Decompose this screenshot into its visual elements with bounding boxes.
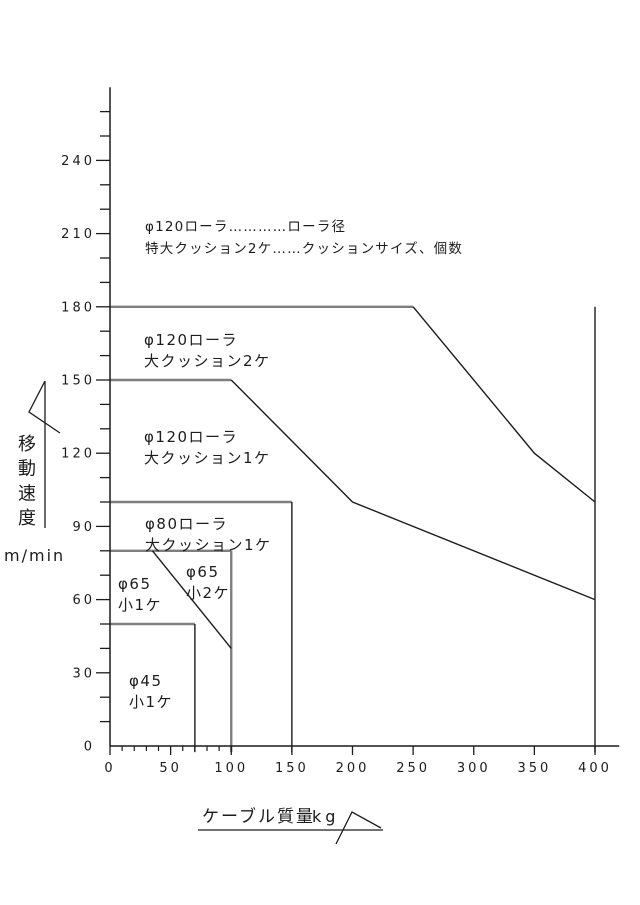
y-tick-label: 0: [84, 740, 95, 755]
y-tick-label: 240: [61, 154, 95, 169]
x-tick-label: 100: [214, 761, 248, 776]
series-diagonal-phi65: [151, 550, 232, 649]
region-label-phi65-small-1: φ65: [118, 575, 151, 593]
series-descent-from-150: [230, 379, 596, 601]
region-label-phi120-large-cushion-2: φ120ローラ: [144, 331, 238, 349]
legend-note-line: 特大クッション2ケ……クッションサイズ、個数: [145, 241, 463, 257]
region-label-phi80-large-cushion-1: φ80ローラ: [145, 515, 228, 533]
x-tick-label: 300: [457, 761, 491, 776]
region-label-phi45-small-1: 小1ケ: [129, 693, 173, 711]
y-axis-unit: m/min: [4, 546, 65, 565]
y-tick-label: 150: [61, 374, 95, 389]
y-tick-label: 120: [61, 447, 95, 462]
x-tick-label: 250: [396, 761, 430, 776]
region-label-phi65-small-1: 小1ケ: [118, 596, 162, 614]
region-label-phi120-large-cushion-2: 大クッション2ケ: [144, 352, 271, 370]
region-label-phi45-small-1: φ45: [129, 672, 162, 690]
region-label-phi80-large-cushion-1: 大クッション1ケ: [145, 536, 272, 554]
y-axis-title-char: 動: [18, 459, 36, 480]
region-label-phi65-small-2: φ65: [186, 563, 219, 581]
series-descent-from-180: [412, 306, 596, 503]
y-tick-label: 180: [61, 300, 95, 315]
x-tick-label: 0: [104, 761, 115, 776]
y-axis-title-char: 速: [18, 483, 36, 504]
y-tick-label: 60: [72, 593, 95, 608]
region-label-phi120-large-cushion-1: 大クッション1ケ: [144, 449, 271, 467]
x-axis-arrow-icon: [335, 811, 382, 845]
y-axis-arrow-icon: [28, 380, 61, 434]
x-tick-label: 150: [275, 761, 309, 776]
region-label-phi120-large-cushion-1: φ120ローラ: [144, 428, 238, 446]
x-tick-label: 50: [159, 761, 182, 776]
y-axis-title-char: 移: [18, 434, 36, 455]
y-tick-label: 210: [61, 227, 95, 242]
y-tick-label: 90: [72, 520, 95, 535]
y-tick-label: 30: [72, 666, 95, 681]
x-tick-label: 400: [578, 761, 612, 776]
region-label-phi65-small-2: 小2ケ: [186, 584, 230, 602]
x-axis-title: ケーブル質量: [202, 806, 315, 827]
legend-note-line: φ120ローラ…………ローラ径: [145, 219, 346, 235]
x-tick-label: 200: [336, 761, 370, 776]
x-axis-unit: kg: [312, 807, 339, 826]
x-tick-label: 350: [517, 761, 551, 776]
y-axis-title-char: 度: [18, 508, 36, 529]
